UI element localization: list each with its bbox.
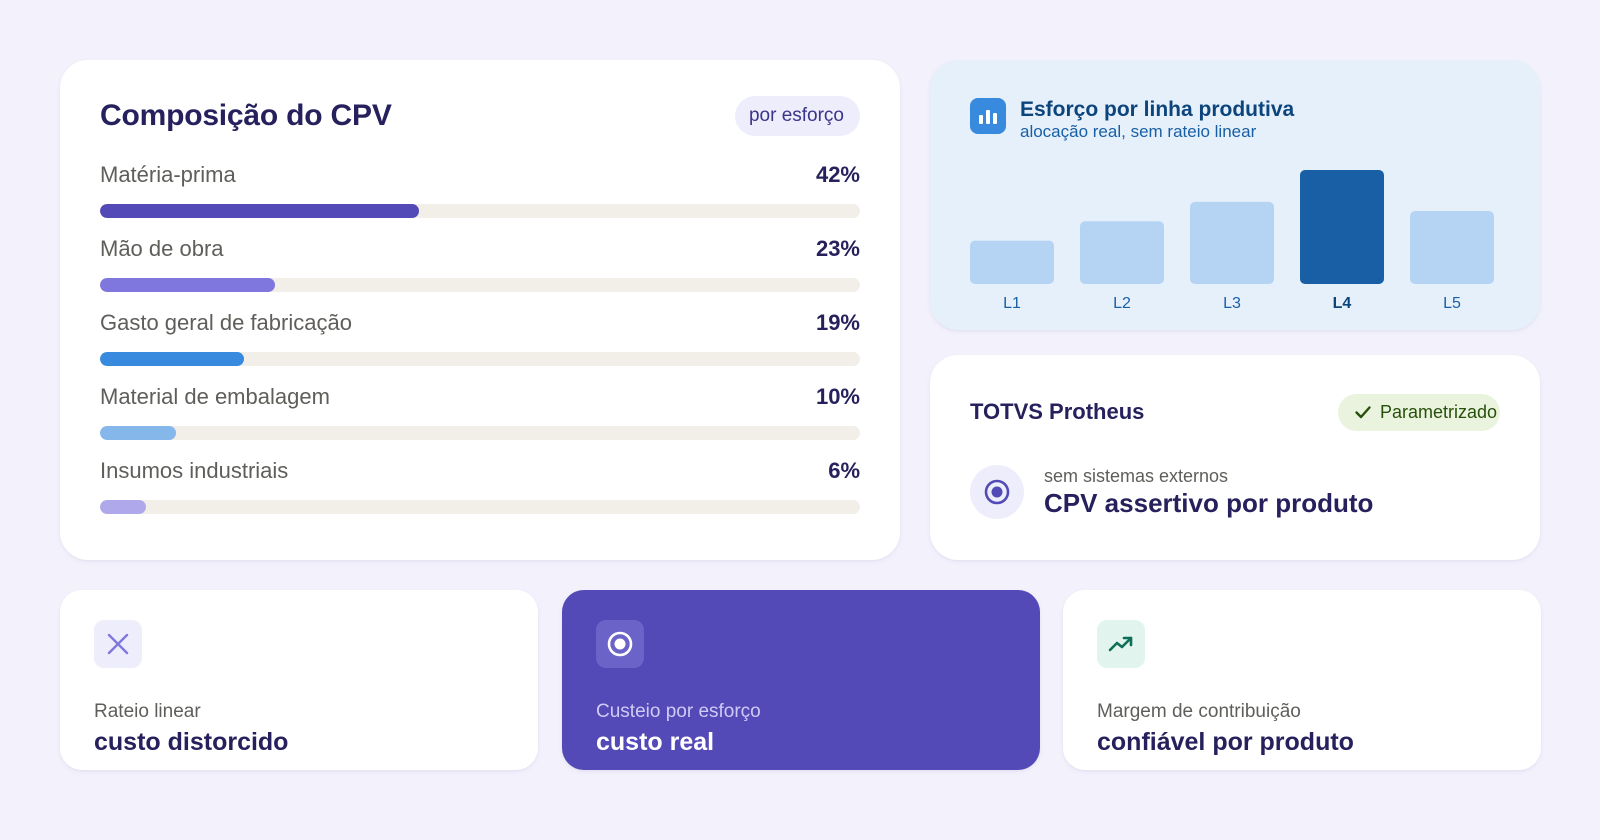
effort-bar-chart: L1 L2 L3 L4 L5 (970, 170, 1494, 312)
method-badge: por esforço (734, 96, 860, 136)
cost-item: Gasto geral de fabricação 19% (100, 310, 860, 384)
erp-note: sem sistemas externos (1044, 466, 1229, 486)
cost-percentage: 42% (815, 162, 860, 187)
cost-percentage: 23% (815, 236, 860, 261)
cpv-composition-card: Composição do CPV por esforço Matéria-pr… (60, 60, 900, 560)
cost-progress-fill (100, 352, 245, 366)
cost-item: Material de embalagem 10% (100, 384, 860, 458)
cost-label: Material de embalagem (100, 384, 330, 409)
cost-label: Gasto geral de fabricação (100, 310, 352, 335)
erp-claim: CPV assertivo por produto (1044, 488, 1374, 518)
card-value: custo real (596, 728, 715, 756)
cost-item: Matéria-prima 42% (100, 162, 860, 236)
target-icon (970, 465, 1024, 519)
contribution-margin-card: Margem de contribuição confiável por pro… (1063, 590, 1541, 770)
tick-label-l2: L2 (1113, 295, 1131, 312)
cost-label: Mão de obra (100, 236, 224, 261)
bar-l3 (1190, 201, 1274, 284)
status-badge: Parametrizado (1338, 393, 1500, 431)
tick-label-l5: L5 (1443, 295, 1461, 312)
bar-l2 (1080, 221, 1164, 284)
tick-label-l4: L4 (1333, 295, 1352, 312)
cost-percentage: 10% (815, 384, 860, 409)
card-label: Rateio linear (94, 701, 201, 722)
card-label: Margem de contribuição (1097, 701, 1301, 722)
cost-progress-track (100, 426, 860, 440)
cost-progress-fill (100, 426, 176, 440)
cost-item: Insumos industriais 6% (100, 458, 860, 532)
effort-chart-card: Esforço por linha produtiva alocação rea… (930, 60, 1540, 330)
cost-percentage: 6% (828, 458, 860, 483)
cpv-title: Composição do CPV (100, 99, 392, 132)
check-icon (1355, 406, 1371, 419)
effort-title: Esforço por linha produtiva (1020, 98, 1295, 121)
erp-card: TOTVS Protheus Parametrizado sem sistema… (930, 355, 1540, 560)
cost-item: Mão de obra 23% (100, 236, 860, 310)
cost-progress-track (100, 278, 860, 292)
x-icon (94, 620, 142, 668)
trend-up-icon (1097, 620, 1145, 668)
target-icon (596, 620, 644, 668)
cost-progress-track (100, 352, 860, 366)
cost-percentage: 19% (815, 310, 860, 335)
effort-subtitle: alocação real, sem rateio linear (1020, 122, 1257, 141)
bar-l1 (970, 240, 1054, 284)
cost-label: Matéria-prima (100, 162, 236, 187)
cost-progress-fill (100, 278, 275, 292)
cost-progress-track (100, 204, 860, 218)
status-label: Parametrizado (1380, 401, 1498, 422)
card-value: custo distorcido (94, 728, 289, 756)
tick-label-l1: L1 (1003, 295, 1021, 312)
tick-label-l3: L3 (1223, 295, 1241, 312)
bar-l4 (1300, 170, 1384, 284)
erp-name: TOTVS Protheus (970, 399, 1145, 424)
cost-progress-fill (100, 204, 420, 218)
bar-chart-icon (970, 98, 1006, 134)
cost-progress-track (100, 500, 860, 514)
effort-header: Esforço por linha produtiva alocação rea… (970, 98, 1500, 142)
card-value: confiável por produto (1097, 728, 1354, 756)
linear-apportionment-card: Rateio linear custo distorcido (60, 590, 538, 770)
cost-label: Insumos industriais (100, 458, 289, 483)
bar-l5 (1410, 211, 1494, 284)
card-label: Custeio por esforço (596, 701, 761, 722)
cpv-header: Composição do CPV por esforço (100, 96, 860, 136)
cost-progress-fill (100, 500, 146, 514)
effort-costing-card: Custeio por esforço custo real (562, 590, 1040, 770)
